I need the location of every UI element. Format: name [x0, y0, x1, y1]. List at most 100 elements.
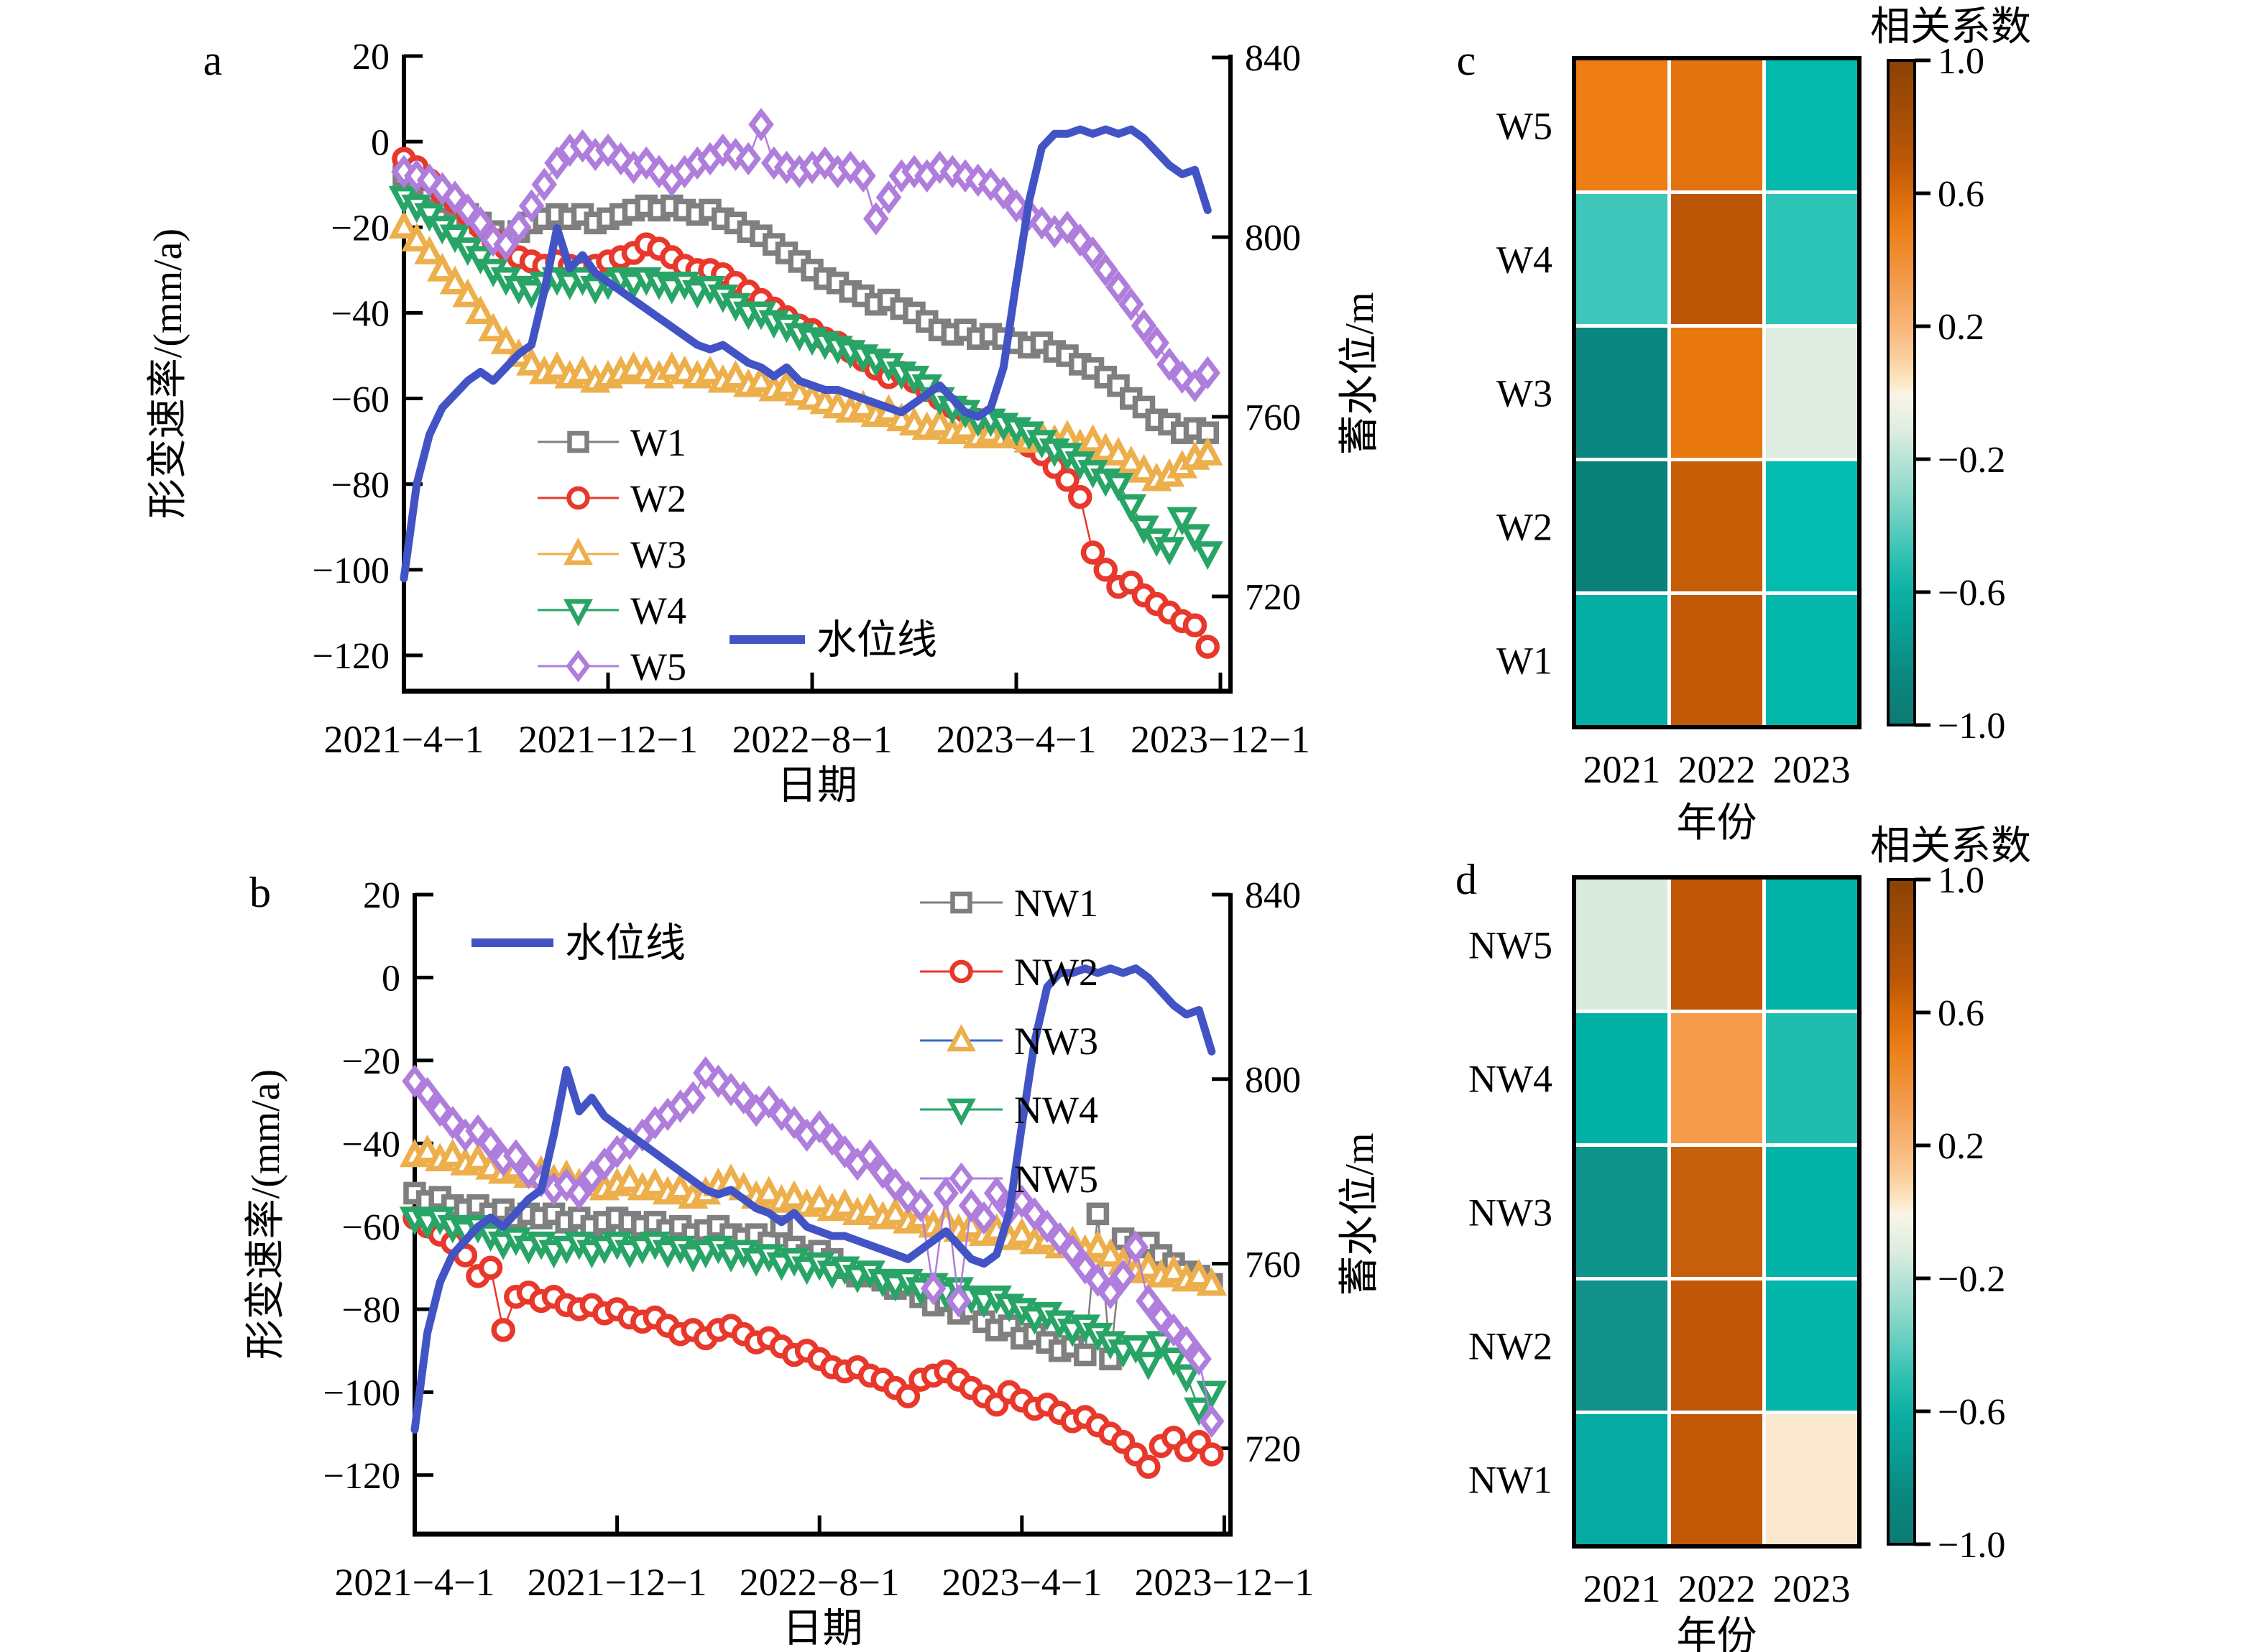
heat-col-label-2021: 2021: [1583, 1567, 1661, 1610]
triangle-up-marker-icon: [753, 1176, 785, 1205]
y-left-axis-title: 形变速率/(mm/a): [146, 229, 190, 519]
diamond-marker-icon: [1072, 1251, 1098, 1285]
circle-marker-icon: [1068, 484, 1092, 509]
series-水位线: [400, 125, 1212, 583]
y-right-tick-label: 760: [1245, 397, 1301, 438]
diamond-marker-icon: [1080, 236, 1106, 270]
diamond-marker-icon: [1034, 1209, 1060, 1243]
legend-label-NW5: NW5: [1014, 1158, 1098, 1201]
legend-label-W3: W3: [630, 533, 686, 576]
heat-cell-NW2-2023: [1766, 1280, 1857, 1411]
heat-row-label-W2: W2: [1496, 505, 1552, 548]
triangle-up-marker-icon: [804, 1184, 835, 1213]
heat-cell-NW3-2023: [1766, 1147, 1857, 1277]
diamond-marker-icon: [1054, 211, 1080, 244]
y-right-axis-title: 蓄水位/m: [1338, 292, 1382, 455]
heat-row-label-NW3: NW3: [1468, 1191, 1552, 1234]
diamond-marker-icon: [467, 206, 494, 240]
diamond-marker-icon: [832, 1135, 858, 1168]
triangle-up-marker-icon: [1103, 437, 1134, 466]
circle-marker-icon: [896, 1384, 921, 1408]
colorbar: [1887, 878, 1916, 1546]
square-marker-icon: [1086, 1202, 1110, 1226]
diamond-marker-icon: [748, 108, 774, 142]
heat-cell-W1-2023: [1766, 595, 1857, 725]
heat-cell-NW5-2021: [1576, 880, 1667, 1010]
heat-cell-W5-2023: [1766, 60, 1857, 190]
triangle-up-marker-icon: [1158, 1255, 1189, 1283]
square-marker-icon: [1074, 1343, 1097, 1367]
y-left-tick-label: 20: [363, 875, 400, 916]
panel-d: NW5 NW4 NW3 NW2 NW1 2021 2022 2023 年份 d 1.0 0.6 0.2 −…: [1455, 824, 2031, 1652]
diamond-marker-icon: [1067, 223, 1093, 257]
heat-cell-NW3-2022: [1671, 1147, 1762, 1277]
heat-cell-NW1-2022: [1671, 1414, 1762, 1544]
colorbar-tick-label: −0.6: [1938, 573, 2005, 614]
y-left-tick-label: −100: [323, 1373, 400, 1414]
y-right-tick-label: 760: [1245, 1245, 1301, 1286]
triangle-down-marker-icon: [1120, 1335, 1151, 1364]
triangle-up-marker-icon: [541, 351, 573, 380]
legend-label-water: 水位线: [565, 922, 686, 966]
colorbar-tick-label: 0.6: [1938, 174, 1984, 215]
diamond-marker-icon: [756, 1085, 782, 1119]
diamond-marker-icon: [1123, 1230, 1149, 1264]
triangle-up-marker-icon: [401, 223, 433, 252]
triangle-up-marker-icon: [1077, 424, 1108, 453]
heat-cell-NW5-2022: [1671, 880, 1762, 1010]
y-right-axis-title: 蓄水位/m: [1338, 1132, 1382, 1296]
diamond-marker-icon: [1009, 1184, 1035, 1219]
circle-marker-icon: [1080, 540, 1105, 565]
colorbar-title: 相关系数: [1870, 824, 2031, 869]
triangle-down-marker-icon: [1115, 494, 1147, 523]
colorbar-tick-label: 0.2: [1938, 307, 1984, 348]
panel-c: W5 W4 W3 W2 W1 2021 2022 2023 年份 c 1.0 0.6 0.2 −0.2 −0…: [1457, 5, 2031, 846]
triangle-down-marker-icon: [1171, 1364, 1202, 1393]
diamond-marker-icon: [1186, 1342, 1212, 1376]
panel-b: 20 0 −20 −40 −60 −80 −100 −120 840 800 760 720 2021−…: [244, 869, 1382, 1651]
heat-row-label-W3: W3: [1496, 372, 1552, 415]
circle-marker-icon: [491, 1318, 515, 1342]
x-axis-title: 日期: [777, 764, 857, 808]
series-W5: [391, 108, 1220, 402]
diamond-marker-icon: [1148, 1301, 1174, 1334]
legend-label-NW2: NW2: [1014, 951, 1098, 994]
colorbar-tick-label: 1.0: [1938, 41, 1984, 82]
colorbar-tick-label: −0.6: [1938, 1392, 2005, 1433]
diamond-marker-icon: [952, 159, 978, 193]
diamond-marker-icon: [579, 1160, 605, 1194]
heat-cell-NW4-2023: [1766, 1013, 1857, 1143]
series-W4: [388, 185, 1223, 570]
diamond-marker-icon: [857, 1139, 883, 1173]
legend-label-water: 水位线: [816, 619, 937, 663]
diamond-marker-icon: [1199, 1404, 1225, 1438]
heatmap-frame: [1572, 875, 1862, 1549]
triangle-up-marker-icon: [847, 389, 879, 419]
diamond-marker-icon: [730, 1081, 757, 1115]
diamond-marker-icon: [465, 1114, 491, 1148]
heat-row-label-NW2: NW2: [1468, 1324, 1552, 1367]
diamond-marker-icon: [531, 167, 557, 201]
triangle-up-marker-icon: [947, 1024, 976, 1052]
heat-col-label-2022: 2022: [1678, 748, 1756, 791]
heat-cell-NW4-2021: [1576, 1013, 1667, 1143]
heat-cell-W1-2021: [1576, 595, 1667, 725]
y-right-tick-label: 840: [1245, 875, 1301, 916]
diamond-marker-icon: [908, 1189, 934, 1222]
y-left-tick-label: −120: [323, 1456, 400, 1497]
triangle-up-marker-icon: [388, 210, 420, 239]
diamond-marker-icon: [402, 1064, 428, 1098]
heat-cell-W4-2021: [1576, 194, 1667, 324]
legend-label-W5: W5: [630, 645, 686, 688]
x-tick-label: 2022−8−1: [740, 1561, 900, 1604]
triangle-up-marker-icon: [452, 278, 484, 308]
y-left-tick-label: −40: [331, 294, 390, 335]
triangle-up-marker-icon: [437, 1138, 469, 1168]
x-tick-label: 2022−8−1: [732, 718, 893, 761]
diamond-marker-icon: [920, 1271, 947, 1306]
diamond-marker-icon: [781, 1106, 807, 1140]
heat-row-label-W1: W1: [1496, 639, 1552, 682]
diamond-marker-icon: [1110, 1259, 1136, 1293]
triangle-down-marker-icon: [1166, 507, 1198, 536]
